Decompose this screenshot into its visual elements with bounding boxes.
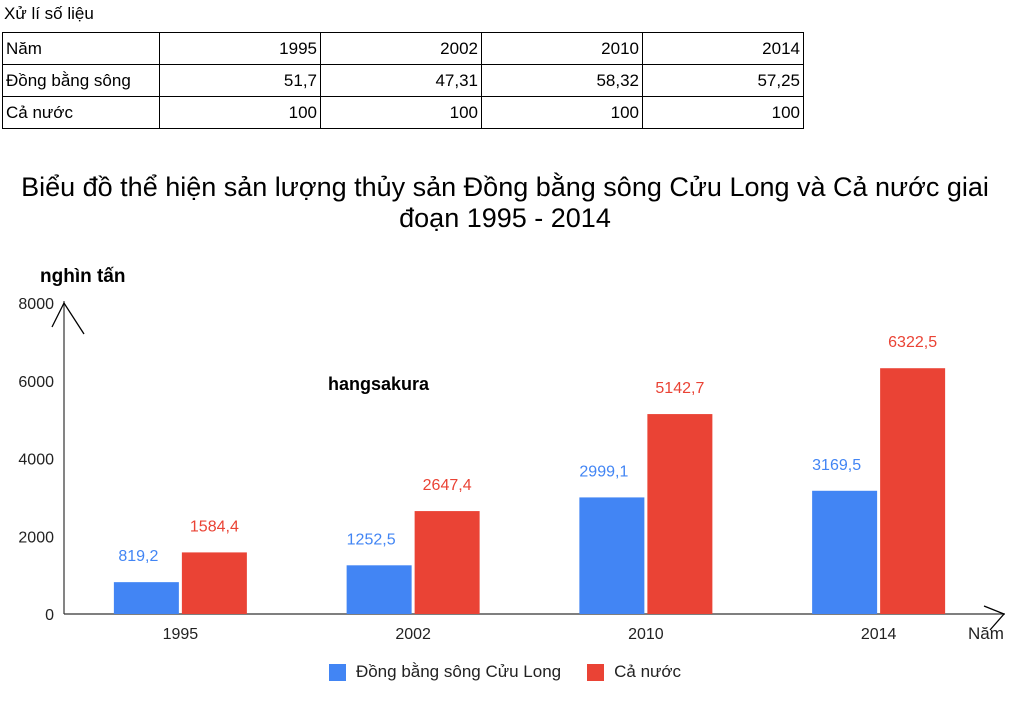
table-cell: 100 <box>159 96 321 129</box>
table-cell: 57,25 <box>642 64 804 97</box>
bar <box>113 582 179 614</box>
y-tick-label: 6000 <box>18 374 54 391</box>
x-tick-label: 2014 <box>861 626 897 643</box>
table-row: Cả nước 100 100 100 100 <box>2 96 804 129</box>
table-body: Năm 1995 2002 2010 2014 Đồng bằng sông 51,7 47,… <box>2 32 804 129</box>
bar <box>647 414 713 614</box>
data-label: 1584,4 <box>190 518 239 535</box>
data-label: 5142,7 <box>655 380 704 397</box>
y-tick-label: 8000 <box>18 296 54 313</box>
data-table: Năm 1995 2002 2010 2014 Đồng bằng sông 51,7 47,… <box>2 32 804 129</box>
x-axis-arrow-icon <box>983 605 1006 631</box>
table-cell: 100 <box>642 96 804 129</box>
legend-item: Cả nước <box>587 662 681 682</box>
table-cell: 2010 <box>481 32 643 65</box>
y-axis-label: nghìn tấn <box>40 266 125 287</box>
table-row: Năm 1995 2002 2010 2014 <box>2 32 804 65</box>
bar <box>414 511 480 614</box>
x-tick-label: 2002 <box>395 626 431 643</box>
table-cell: 100 <box>320 96 482 129</box>
table-cell: 2002 <box>320 32 482 65</box>
y-tick-label: 0 <box>45 607 54 624</box>
table-row-label: Cả nước <box>2 96 160 129</box>
bar <box>579 497 645 614</box>
data-label: 3169,5 <box>812 457 861 474</box>
legend-swatch <box>587 663 605 681</box>
data-label: 819,2 <box>118 548 158 565</box>
bar <box>346 565 412 614</box>
data-label: 1252,5 <box>347 531 396 548</box>
table-cell: 47,31 <box>320 64 482 97</box>
legend-swatch <box>328 663 346 681</box>
bar <box>812 490 878 614</box>
y-axis-arrow-icon <box>51 301 85 335</box>
table-cell: 1995 <box>159 32 321 65</box>
legend-label: Đồng bằng sông Cửu Long <box>355 662 562 681</box>
bar <box>880 368 946 614</box>
chart-title: Biểu đồ thể hiện sản lượng thủy sản Đồng… <box>21 172 989 233</box>
table-caption: Xử lí số liệu <box>4 4 94 23</box>
x-tick-label: 2010 <box>628 626 664 643</box>
table-cell: 100 <box>481 96 643 129</box>
legend-label: Cả nước <box>614 662 682 681</box>
x-axis-label: Năm <box>968 624 1004 643</box>
data-label: 2999,1 <box>579 463 628 480</box>
bar <box>181 552 247 614</box>
y-tick-label: 2000 <box>18 529 54 546</box>
y-tick-label: 4000 <box>18 452 54 469</box>
table-cell: 51,7 <box>159 64 321 97</box>
legend-item: Đồng bằng sông Cửu Long <box>328 662 562 682</box>
data-label: 2647,4 <box>423 477 472 494</box>
table-row-label: Năm <box>2 32 160 65</box>
chart-legend: Đồng bằng sông Cửu Long Cả nước <box>0 662 1010 682</box>
x-tick-label: 1995 <box>163 626 199 643</box>
data-label: 6322,5 <box>888 334 937 351</box>
watermark-text: hangsakura <box>328 374 430 394</box>
